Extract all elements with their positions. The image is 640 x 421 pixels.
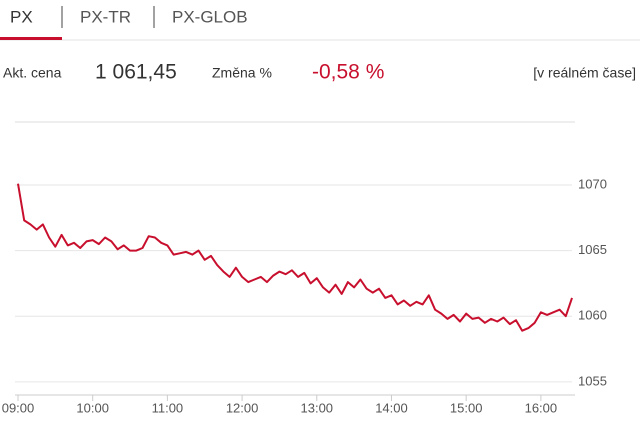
x-tick-label: 15:00 (450, 400, 483, 415)
price-label: Akt. cena (3, 65, 62, 81)
y-tick-label: 1065 (578, 242, 607, 257)
tab[interactable]: PX (10, 7, 33, 26)
tab[interactable]: PX-GLOB (172, 7, 248, 26)
tab[interactable]: PX-TR (80, 7, 131, 26)
x-tick-label: 16:00 (525, 400, 558, 415)
x-tick-label: 11:00 (152, 400, 184, 415)
mode: [v reálném čase] (533, 65, 636, 81)
price: 1 061,45 (95, 61, 177, 84)
x-tick-label: 13:00 (301, 400, 334, 415)
x-tick-label: 09:00 (2, 400, 35, 415)
y-tick-label: 1070 (578, 176, 607, 191)
y-tick-label: 1060 (578, 308, 607, 323)
change: -0,58 % (312, 61, 384, 84)
active-tab-indicator (0, 37, 62, 40)
x-tick-label: 12:00 (226, 400, 259, 415)
y-tick-label: 1055 (578, 373, 607, 388)
price-line (17, 183, 573, 332)
x-tick-label: 10:00 (76, 400, 109, 415)
change-label: Změna % (212, 65, 272, 81)
x-tick-label: 14:00 (375, 400, 408, 415)
